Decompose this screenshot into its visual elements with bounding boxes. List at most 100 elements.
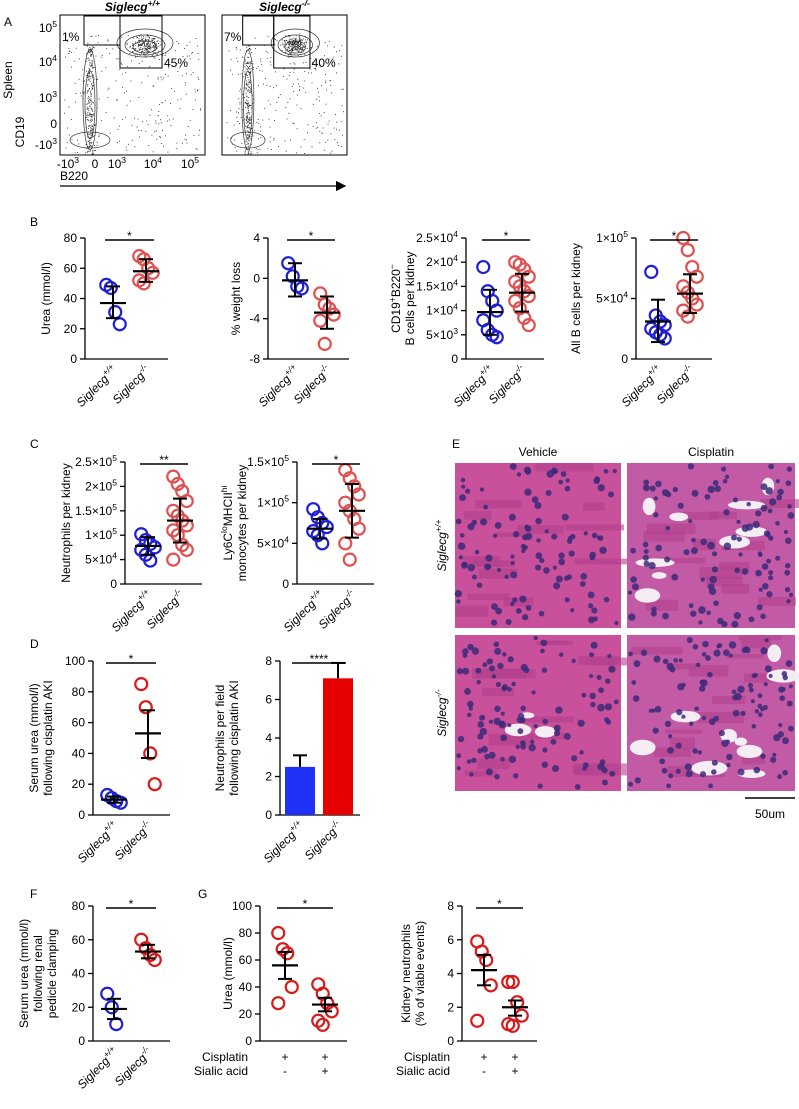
event-dot [297,54,299,56]
event-dot [184,81,186,83]
event-dot [247,121,248,123]
event-dot [156,53,158,55]
event-dot [75,93,77,95]
nucleus [515,608,522,614]
event-dot [90,92,92,94]
nucleus [494,521,502,529]
event-dot [166,120,168,122]
treatment-level: + [480,1050,487,1064]
y-tick-label: 40 [239,980,253,994]
data-point [311,1013,326,1028]
y-tick-label: 103 [39,89,57,105]
event-dot [121,64,123,66]
x-tick-label: 0 [92,157,99,171]
tissue-streak [705,576,743,587]
event-dot [157,78,159,80]
event-dot [64,112,65,114]
event-dot [266,57,268,59]
lumen [629,739,656,756]
nucleus [707,671,713,678]
event-dot [107,40,109,42]
event-dot [331,150,333,152]
event-dot [251,133,252,135]
event-dot [249,123,250,125]
event-dot [153,52,155,53]
event-dot [242,97,244,99]
y-tick-label: 80 [72,899,86,913]
event-dot [157,50,159,52]
event-dot [331,92,333,94]
event-dot [289,50,291,51]
event-dot [156,138,158,140]
event-dot [248,48,250,50]
nucleus [728,653,733,658]
event-dot [70,51,72,53]
event-dot [147,39,149,40]
nucleus [777,774,782,780]
event-dot [139,49,140,51]
nucleus [568,550,575,557]
event-dot [239,49,241,51]
event-dot [91,50,93,52]
nucleus [500,734,508,742]
event-dot [119,69,121,70]
event-dot [151,38,153,40]
event-dot [153,45,154,47]
treatment-label: Cisplatin [202,1050,248,1064]
nucleus [468,706,474,711]
nucleus [708,718,716,726]
gate-label: 40% [312,56,336,70]
text-part: 3 [453,326,458,336]
event-dot [334,139,336,140]
event-dot [107,89,109,91]
event-dot [156,46,158,48]
event-dot [92,151,94,153]
nucleus [726,753,733,761]
event-dot [236,150,238,152]
event-dot [71,118,72,120]
event-dot [91,35,93,37]
nucleus [780,686,786,692]
event-dot [328,120,330,122]
nucleus [768,463,775,470]
event-dot [288,36,290,38]
nucleus [467,712,472,718]
event-dot [89,143,91,145]
event-dot [196,149,198,151]
tissue-streak [665,729,703,734]
nucleus [524,468,532,475]
nucleus [528,743,536,752]
event-dot [115,80,117,82]
event-dot [92,150,94,152]
event-dot [264,77,266,79]
nucleus [456,668,463,675]
event-dot [91,64,92,66]
tissue-streak [535,463,594,472]
event-dot [89,90,91,92]
nucleus [650,610,657,617]
event-dot [311,82,313,84]
event-dot [249,80,251,81]
event-dot [270,56,272,58]
event-dot [159,119,161,121]
event-dot [248,132,250,134]
text-part: 3 [121,155,126,165]
event-dot [246,95,248,97]
event-dot [297,41,298,43]
event-dot [328,40,330,42]
event-dot [296,48,298,50]
event-dot [89,69,90,71]
event-dot [147,48,149,49]
event-dot [293,39,295,41]
event-dot [93,47,95,49]
event-dot [251,52,252,54]
nucleus [597,484,605,492]
event-dot [316,122,317,124]
nucleus [628,651,633,657]
event-dot [92,84,94,86]
event-dot [300,52,302,54]
event-dot [269,141,271,143]
event-dot [91,117,93,119]
event-dot [253,66,255,68]
event-dot [89,47,91,49]
